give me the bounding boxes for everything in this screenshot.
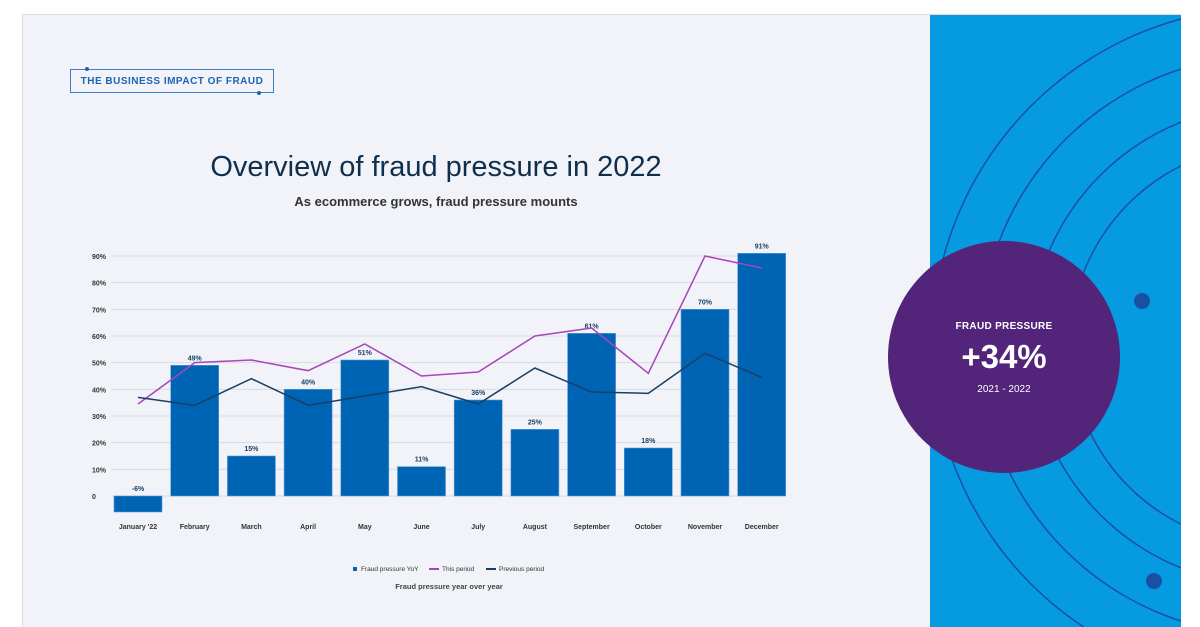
bar-6 bbox=[453, 399, 503, 497]
bar-2 bbox=[227, 455, 276, 497]
bar-value-label: 36% bbox=[471, 390, 486, 397]
bar-value-label: 49% bbox=[188, 355, 203, 362]
arc-dot-icon bbox=[1146, 573, 1162, 589]
bar-value-label: 11% bbox=[415, 457, 429, 464]
y-tick-label: 0 bbox=[92, 494, 96, 501]
bar-3 bbox=[283, 389, 333, 497]
bar-10 bbox=[680, 309, 730, 497]
x-tick-label: November bbox=[688, 524, 723, 531]
x-tick-label: August bbox=[523, 524, 548, 531]
legend-label: Fraud pressure YoY bbox=[361, 566, 419, 573]
bar-value-label: 61% bbox=[585, 323, 600, 330]
arc-dot-icon bbox=[1134, 293, 1150, 309]
legend-bar-icon bbox=[353, 567, 357, 571]
bar-value-label: -6% bbox=[132, 486, 145, 493]
bar-7 bbox=[510, 429, 560, 497]
bar-value-label: 51% bbox=[358, 350, 373, 357]
stat-period: 2021 - 2022 bbox=[977, 384, 1031, 395]
y-tick-label: 10% bbox=[92, 467, 107, 474]
bar-4 bbox=[340, 359, 390, 497]
x-tick-label: March bbox=[241, 524, 262, 531]
stat-circle: FRAUD PRESSURE +34% 2021 - 2022 bbox=[888, 241, 1120, 473]
legend-label: Previous period bbox=[499, 566, 545, 573]
bar-9 bbox=[623, 447, 673, 497]
bar-0 bbox=[113, 495, 163, 513]
bar-value-label: 70% bbox=[698, 299, 713, 306]
x-tick-label: May bbox=[358, 524, 372, 531]
x-tick-label: June bbox=[413, 524, 429, 531]
y-tick-label: 90% bbox=[92, 254, 107, 261]
y-tick-label: 20% bbox=[92, 441, 107, 448]
bar-value-label: 91% bbox=[755, 243, 770, 250]
x-tick-label: October bbox=[635, 524, 662, 531]
section-tag: THE BUSINESS IMPACT OF FRAUD bbox=[70, 67, 274, 95]
bar-8 bbox=[567, 333, 616, 497]
x-tick-label: April bbox=[300, 524, 316, 531]
chart-title: Fraud pressure year over year bbox=[395, 582, 503, 591]
tag-dot-icon bbox=[257, 91, 261, 95]
fraud-chart: 0 10% 20% 30% 40% 50% 60% 70% 80% 90% -6% January '… bbox=[92, 243, 787, 591]
y-tick-label: 70% bbox=[92, 307, 107, 314]
x-tick-label: February bbox=[180, 524, 210, 531]
y-tick-label: 80% bbox=[92, 281, 107, 288]
legend-label: This period bbox=[442, 566, 475, 573]
slide: THE BUSINESS IMPACT OF FRAUD Overview of… bbox=[22, 14, 1181, 627]
page-subtitle: As ecommerce grows, fraud pressure mount… bbox=[294, 194, 578, 209]
bar-value-label: 25% bbox=[528, 419, 543, 426]
bar-value-label: 40% bbox=[301, 379, 316, 386]
stat-value: +34% bbox=[961, 338, 1047, 375]
x-tick-label: July bbox=[471, 524, 485, 531]
section-tag-label: THE BUSINESS IMPACT OF FRAUD bbox=[80, 75, 264, 87]
y-tick-label: 30% bbox=[92, 414, 107, 421]
this-period-line bbox=[137, 255, 762, 405]
tag-dot-icon bbox=[85, 67, 89, 71]
x-tick-label: January '22 bbox=[119, 524, 157, 531]
stat-label: FRAUD PRESSURE bbox=[955, 321, 1053, 332]
bar-value-label: 15% bbox=[244, 446, 259, 453]
bar-5 bbox=[397, 466, 446, 497]
y-tick-label: 50% bbox=[92, 361, 107, 368]
bar-11 bbox=[737, 253, 787, 497]
previous-period-line bbox=[137, 352, 762, 407]
page-title: Overview of fraud pressure in 2022 bbox=[210, 151, 662, 183]
y-tick-label: 40% bbox=[92, 387, 107, 394]
bar-1 bbox=[170, 365, 219, 497]
x-tick-label: December bbox=[745, 524, 779, 531]
y-tick-label: 60% bbox=[92, 334, 107, 341]
x-tick-label: September bbox=[574, 524, 610, 531]
bar-value-label: 18% bbox=[641, 438, 656, 445]
